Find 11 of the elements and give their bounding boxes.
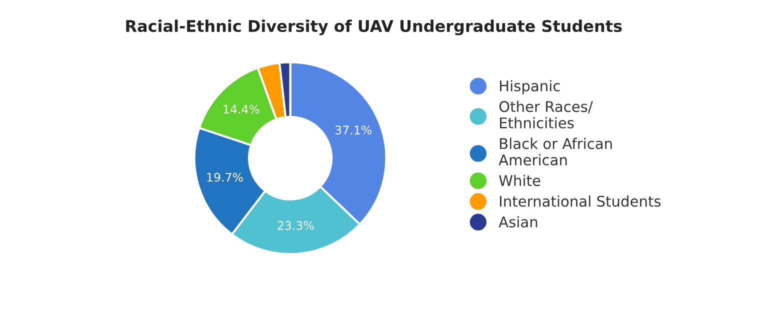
legend-label: Asian — [498, 216, 538, 228]
legend-label: Black or African American — [498, 138, 612, 166]
legend-label: Hispanic — [500, 80, 560, 94]
legend-label: Other Races/ Ethnicities — [499, 100, 593, 128]
legend-label: White — [499, 174, 540, 186]
data-label: 14.4% — [224, 104, 260, 114]
data-label: 19.7% — [207, 172, 243, 182]
legend-label: International Students — [500, 195, 661, 207]
data-label: 23.3% — [278, 221, 314, 230]
chart-title: Racial-Ethnic Diversity of UAV Undergraduate Students — [126, 20, 622, 36]
data-label: 37.1% — [335, 126, 372, 134]
